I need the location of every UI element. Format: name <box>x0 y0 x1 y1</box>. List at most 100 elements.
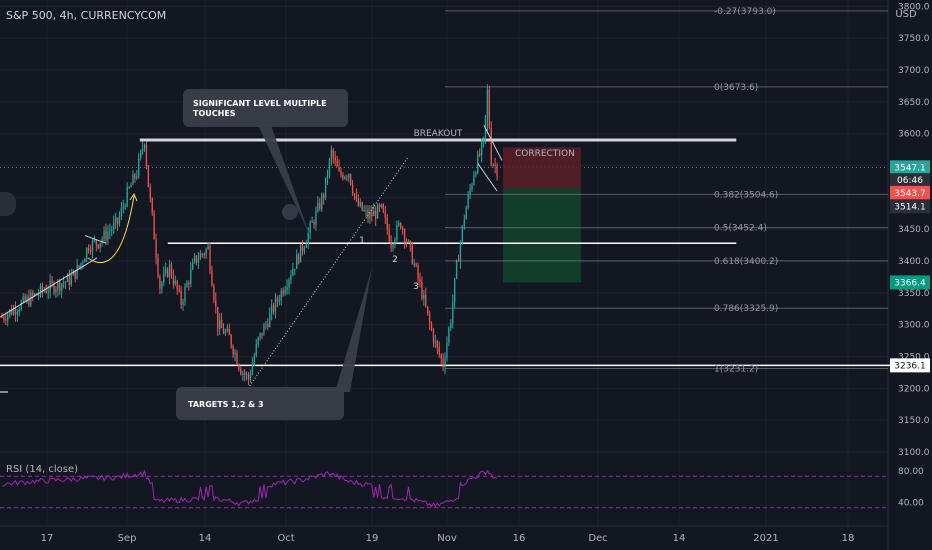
candle-body <box>247 373 250 380</box>
candle-body <box>400 222 402 229</box>
candle-body <box>70 275 72 285</box>
candle-body <box>434 340 437 343</box>
candle-body <box>190 269 192 284</box>
correction-line <box>483 125 503 161</box>
candle-body <box>396 224 398 240</box>
time-axis-tick: 14 <box>673 533 686 544</box>
curved-arrow-head <box>129 192 138 202</box>
candle-body <box>172 276 175 284</box>
candle-body <box>10 309 13 315</box>
candle-body <box>282 290 284 294</box>
price-axis-tick: 3600.0 <box>898 130 930 140</box>
significant-level-callout <box>183 89 348 127</box>
candle-body <box>482 137 485 143</box>
candle-body <box>182 301 184 305</box>
price-axis-tick: 3250.0 <box>898 353 930 363</box>
price-axis-tick: 3150.0 <box>898 416 930 426</box>
candle-body <box>317 202 319 211</box>
candle-body <box>103 230 105 239</box>
candle-body <box>193 255 196 262</box>
candle-body <box>3 317 5 320</box>
fib-level-label: 1(3231.2) <box>714 364 758 374</box>
price-axis-tick: 3700.0 <box>898 66 930 76</box>
candle-body <box>427 306 429 314</box>
price-axis-tick: 3800.0 <box>898 2 930 12</box>
candle-body <box>122 206 124 208</box>
candle-body <box>105 230 107 240</box>
time-axis-tick: 17 <box>41 533 54 544</box>
candle-body <box>294 268 296 270</box>
trend-line <box>0 257 98 318</box>
candle-body <box>353 193 356 196</box>
candle-body <box>141 148 144 151</box>
candle-body <box>220 319 223 328</box>
candle-body <box>82 262 84 264</box>
price-axis-badge-text: 3366.4 <box>894 278 926 288</box>
candle-body <box>64 282 67 284</box>
pennant-line <box>84 235 107 244</box>
price-axis-badge <box>890 160 930 175</box>
candle-body <box>192 261 194 270</box>
candle-body <box>101 238 103 243</box>
candle-body <box>163 273 165 283</box>
fib-level-label: -0.27(3793.0) <box>714 7 776 17</box>
marker-circle <box>282 204 298 220</box>
candle-body <box>421 282 423 299</box>
time-axis-tick: Dec <box>588 533 607 544</box>
candle-body <box>328 159 331 177</box>
time-axis-tick: 18 <box>842 533 855 544</box>
candle-body <box>463 219 465 226</box>
price-axis-tick: 3750.0 <box>898 34 930 44</box>
candle-body <box>292 269 294 276</box>
candle-body <box>30 292 32 306</box>
price-axis-badge-text: 3547.1 <box>894 163 926 173</box>
candle-body <box>263 325 265 336</box>
candle-body <box>76 265 78 279</box>
candle-body <box>99 242 101 248</box>
candle-body <box>145 144 148 166</box>
candle-body <box>301 244 304 251</box>
candle-body <box>278 300 281 302</box>
candle-body <box>386 217 388 230</box>
candle-body <box>120 207 123 217</box>
candle-body <box>419 278 421 283</box>
candle-body <box>224 331 227 334</box>
candle-body <box>284 289 286 294</box>
candle-body <box>213 285 215 300</box>
candle-body <box>1 317 3 319</box>
candle-body <box>244 372 246 375</box>
candle-body <box>288 279 290 288</box>
candle-body <box>232 346 234 355</box>
price-axis-badge-text: 3543.7 <box>894 189 926 199</box>
candle-body <box>124 206 126 208</box>
candle-body <box>7 314 9 321</box>
candle-body <box>392 245 394 248</box>
candle-body <box>159 276 161 289</box>
candle-body <box>97 244 99 248</box>
candle-body <box>203 254 205 256</box>
candle-body <box>342 174 344 179</box>
candle-body <box>151 198 153 213</box>
price-axis-tick: 3100.0 <box>898 448 930 458</box>
candle-body <box>153 212 155 240</box>
price-axis-unit[interactable]: USD <box>895 9 917 20</box>
candle-body <box>134 174 136 178</box>
candle-body <box>62 282 65 284</box>
candle-body <box>444 358 446 368</box>
time-axis-tick: 2021 <box>753 533 778 544</box>
candle-body <box>37 294 40 296</box>
candle-body <box>496 165 498 177</box>
candle-body <box>143 144 146 149</box>
candle-body <box>95 240 98 245</box>
candle-body <box>453 278 456 302</box>
candle-body <box>209 246 211 271</box>
candle-body <box>363 210 365 212</box>
candle-body <box>432 330 435 343</box>
candle-body <box>376 205 379 219</box>
candle-body <box>384 212 386 218</box>
candle-body <box>5 319 7 321</box>
candle-body <box>344 176 346 179</box>
candle-body <box>39 285 42 295</box>
take-profit-zone <box>503 188 581 283</box>
